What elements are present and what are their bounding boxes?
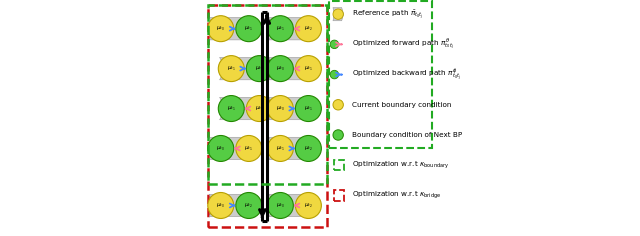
Text: Boundary condition of Next BP: Boundary condition of Next BP — [352, 132, 462, 138]
Text: $\mu_{t_2}$: $\mu_{t_2}$ — [244, 201, 253, 210]
Bar — [330, 1, 432, 148]
Text: $\mu_{t_2}$: $\mu_{t_2}$ — [255, 104, 264, 113]
Text: $\mu_{t_0}$: $\mu_{t_0}$ — [216, 201, 225, 210]
Polygon shape — [209, 17, 260, 40]
Text: Optimization w.r.t $\kappa_{\mathrm{boundary}}$: Optimization w.r.t $\kappa_{\mathrm{boun… — [352, 160, 449, 171]
Text: Optimization w.r.t $\kappa_{\mathrm{bridge}}$: Optimization w.r.t $\kappa_{\mathrm{brid… — [352, 190, 442, 201]
Circle shape — [333, 130, 344, 140]
Bar — [208, 5, 327, 227]
Text: $\mu_{t_0}$: $\mu_{t_0}$ — [216, 144, 225, 153]
Bar — [208, 5, 327, 184]
Circle shape — [246, 96, 272, 122]
Circle shape — [268, 193, 293, 219]
Circle shape — [333, 9, 344, 19]
Circle shape — [268, 16, 293, 42]
Circle shape — [330, 70, 339, 79]
Text: $\mu_{t_1}$: $\mu_{t_1}$ — [227, 64, 236, 73]
Circle shape — [296, 193, 321, 219]
Text: $\mu_{t_2}$: $\mu_{t_2}$ — [304, 24, 313, 33]
Text: $\mu_{t_0}$: $\mu_{t_0}$ — [276, 201, 285, 210]
Text: $\mu_{t_2}$: $\mu_{t_2}$ — [304, 144, 313, 153]
Bar — [334, 160, 344, 170]
Circle shape — [208, 193, 234, 219]
Circle shape — [236, 135, 262, 161]
Polygon shape — [269, 137, 320, 160]
Circle shape — [218, 96, 244, 122]
Text: $\mu_{t_1}$: $\mu_{t_1}$ — [304, 64, 313, 73]
Polygon shape — [269, 57, 320, 80]
Circle shape — [236, 16, 262, 42]
Circle shape — [296, 16, 321, 42]
Text: $\mu_{t_2}$: $\mu_{t_2}$ — [304, 201, 313, 210]
Circle shape — [208, 135, 234, 161]
Text: Optimized backward path $\pi^{\phi}_{t_0 t_j}$: Optimized backward path $\pi^{\phi}_{t_0… — [352, 66, 461, 83]
Circle shape — [236, 193, 262, 219]
Text: Optimized forward path $\pi^{\theta}_{t_0 t_j}$: Optimized forward path $\pi^{\theta}_{t_… — [352, 36, 454, 52]
Text: $\mu_{t_0}$: $\mu_{t_0}$ — [276, 104, 285, 113]
Circle shape — [208, 16, 234, 42]
Polygon shape — [220, 97, 271, 120]
Circle shape — [333, 100, 344, 110]
Circle shape — [296, 135, 321, 161]
Polygon shape — [269, 17, 320, 40]
Text: $\mu_{t_1}$: $\mu_{t_1}$ — [304, 104, 313, 113]
Polygon shape — [269, 97, 320, 120]
Text: Current boundary condition: Current boundary condition — [352, 102, 451, 108]
Text: $\mu_{t_1}$: $\mu_{t_1}$ — [244, 24, 253, 33]
Circle shape — [246, 56, 272, 82]
Bar — [334, 190, 344, 201]
Polygon shape — [209, 137, 260, 160]
Text: $\mu_{t_0}$: $\mu_{t_0}$ — [276, 64, 285, 73]
Circle shape — [218, 56, 244, 82]
Text: $\mu_{t_1}$: $\mu_{t_1}$ — [227, 104, 236, 113]
Circle shape — [268, 96, 293, 122]
Circle shape — [296, 56, 321, 82]
Text: $\mu_{t_1}$: $\mu_{t_1}$ — [276, 144, 285, 153]
Polygon shape — [333, 8, 344, 21]
Circle shape — [296, 96, 321, 122]
Text: $\mu_{t_1}$: $\mu_{t_1}$ — [276, 24, 285, 33]
Text: $\mu_{t_2}$: $\mu_{t_2}$ — [255, 64, 264, 73]
Text: $\mu_{t_1}$: $\mu_{t_1}$ — [244, 144, 253, 153]
Text: $\mu_{t_0}$: $\mu_{t_0}$ — [216, 24, 225, 33]
Polygon shape — [209, 194, 260, 217]
Polygon shape — [220, 57, 271, 80]
Text: Reference path $\bar{\pi}_{t_0 t_j}$: Reference path $\bar{\pi}_{t_0 t_j}$ — [352, 8, 424, 21]
Circle shape — [330, 40, 339, 49]
Polygon shape — [269, 194, 320, 217]
Circle shape — [268, 135, 293, 161]
Circle shape — [268, 56, 293, 82]
